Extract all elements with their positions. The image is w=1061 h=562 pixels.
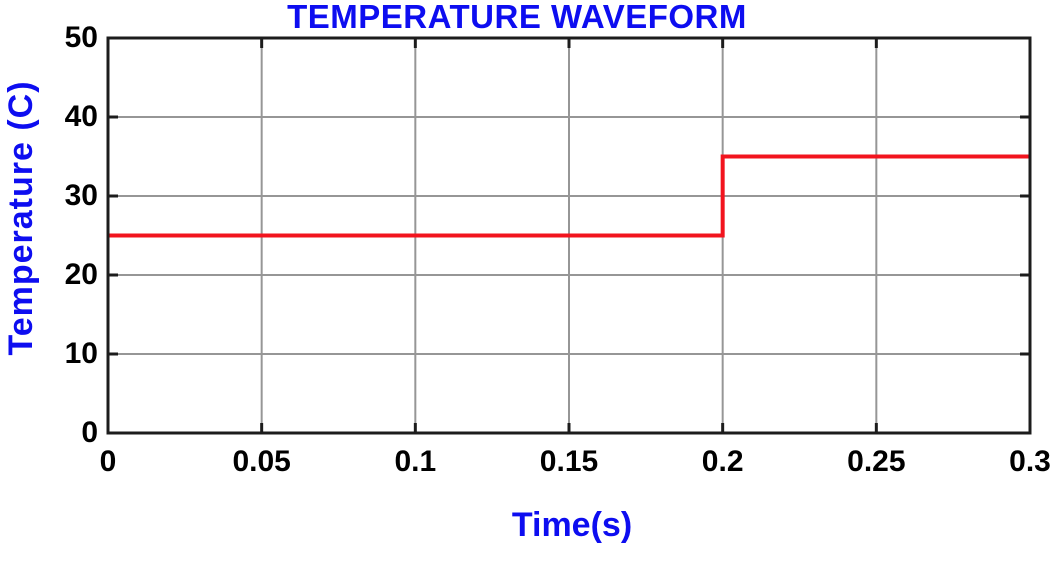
y-tick-label: 20 — [64, 258, 98, 291]
chart-title: TEMPERATURE WAVEFORM — [287, 0, 747, 35]
x-tick-label: 0.1 — [394, 445, 437, 478]
x-tick-label: 0.2 — [701, 445, 744, 478]
y-tick-label: 0 — [81, 416, 98, 449]
y-tick-label: 50 — [64, 21, 98, 54]
x-axis-label: Time(s) — [511, 506, 633, 544]
x-tick-label: 0.3 — [1009, 445, 1051, 478]
y-tick-label: 40 — [64, 100, 98, 133]
y-tick-label: 10 — [64, 337, 98, 370]
x-tick-label: 0.05 — [232, 445, 291, 478]
x-tick-label: 0.25 — [847, 445, 906, 478]
temperature-line — [108, 154, 1030, 238]
x-tick-label: 0 — [99, 445, 117, 478]
x-tick-label: 0.15 — [539, 445, 599, 478]
y-tick-label: 30 — [64, 179, 98, 212]
